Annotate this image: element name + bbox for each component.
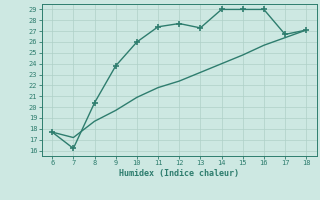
X-axis label: Humidex (Indice chaleur): Humidex (Indice chaleur) [119, 169, 239, 178]
